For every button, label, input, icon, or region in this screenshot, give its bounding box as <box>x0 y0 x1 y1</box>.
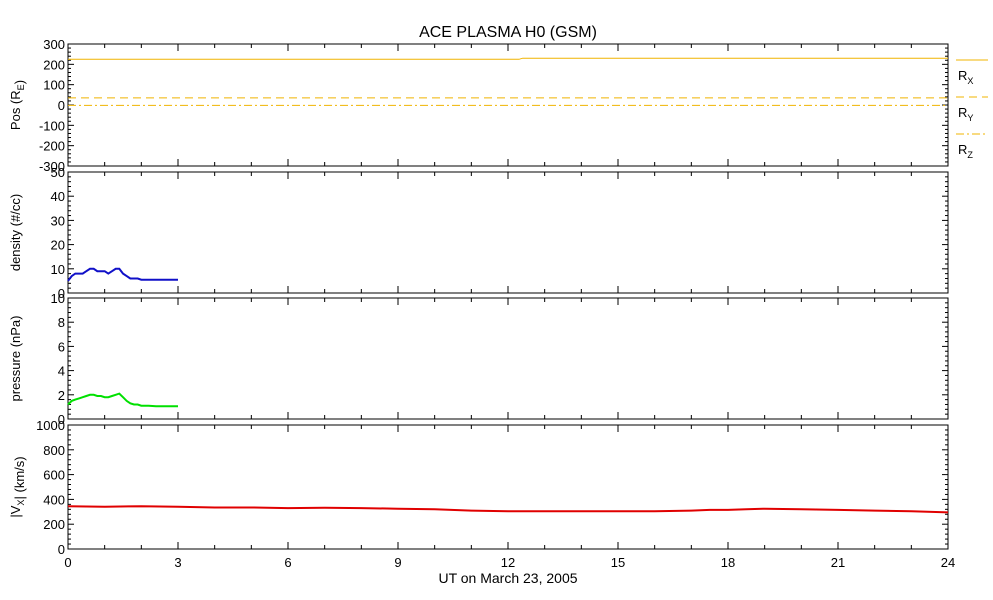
panel-frame <box>67 424 949 550</box>
panel-3: 0 2 4 6 8 10 pressure (nPa) <box>8 291 949 427</box>
panel-frame <box>67 297 949 420</box>
legend-label: RX <box>958 68 973 86</box>
y-axis-label: |VX| (km/s) <box>8 456 27 517</box>
y-tick-label: 4 <box>58 364 65 379</box>
series-line <box>67 392 178 408</box>
y-tick-label: 50 <box>51 165 65 180</box>
y-tick-label: 400 <box>43 492 65 507</box>
series-line <box>67 267 178 282</box>
y-tick-label: -300 <box>39 159 65 174</box>
panel-frame <box>67 171 949 294</box>
y-axis-label: density (#/cc) <box>8 194 23 271</box>
y-tick-label: 10 <box>51 291 65 306</box>
y-tick-label: 8 <box>58 315 65 330</box>
x-tick-label: 6 <box>284 555 291 570</box>
y-tick-label: 20 <box>51 238 65 253</box>
panel-4: 0 200 400 600 800 1000 |VX| (km/s) <box>8 418 949 557</box>
legend-label: RY <box>958 105 973 123</box>
y-tick-label: 10 <box>51 262 65 277</box>
panel-2: 0 10 20 30 40 50 density (#/cc) <box>8 165 949 301</box>
x-tick-label: 18 <box>721 555 735 570</box>
x-tick-label: 0 <box>64 555 71 570</box>
y-tick-label: -100 <box>39 118 65 133</box>
x-axis-label: UT on March 23, 2005 <box>438 570 577 586</box>
y-tick-label: 40 <box>51 189 65 204</box>
x-tick-label: 12 <box>501 555 515 570</box>
y-tick-label: 0 <box>58 542 65 557</box>
y-tick-label: -200 <box>39 139 65 154</box>
y-tick-label: 200 <box>43 517 65 532</box>
x-tick-label: 9 <box>394 555 401 570</box>
y-tick-label: 100 <box>43 78 65 93</box>
x-tick-label: 21 <box>831 555 845 570</box>
series-line <box>67 505 949 514</box>
chart-title: ACE PLASMA H0 (GSM) <box>419 24 597 41</box>
y-tick-label: 1000 <box>36 418 65 433</box>
x-tick-label: 3 <box>174 555 181 570</box>
y-tick-label: 0 <box>58 286 65 301</box>
y-tick-label: 0 <box>58 412 65 427</box>
legend-label: RZ <box>958 142 973 160</box>
y-tick-label: 800 <box>43 443 65 458</box>
y-tick-label: 2 <box>58 388 65 403</box>
y-tick-label: 0 <box>58 98 65 113</box>
panel-1: -300 -200 -100 0 100 200 300 Pos (RE) RX RY RZ <box>8 37 988 174</box>
y-tick-label: 6 <box>58 339 65 354</box>
x-tick-label: 15 <box>611 555 625 570</box>
y-axis-label: pressure (nPa) <box>8 316 23 402</box>
x-tick-label: 24 <box>941 555 955 570</box>
y-tick-label: 200 <box>43 57 65 72</box>
y-tick-label: 300 <box>43 37 65 52</box>
y-tick-label: 600 <box>43 468 65 483</box>
series-line-rx <box>68 57 948 60</box>
y-tick-label: 30 <box>51 213 65 228</box>
y-axis-label: Pos (RE) <box>8 80 27 130</box>
